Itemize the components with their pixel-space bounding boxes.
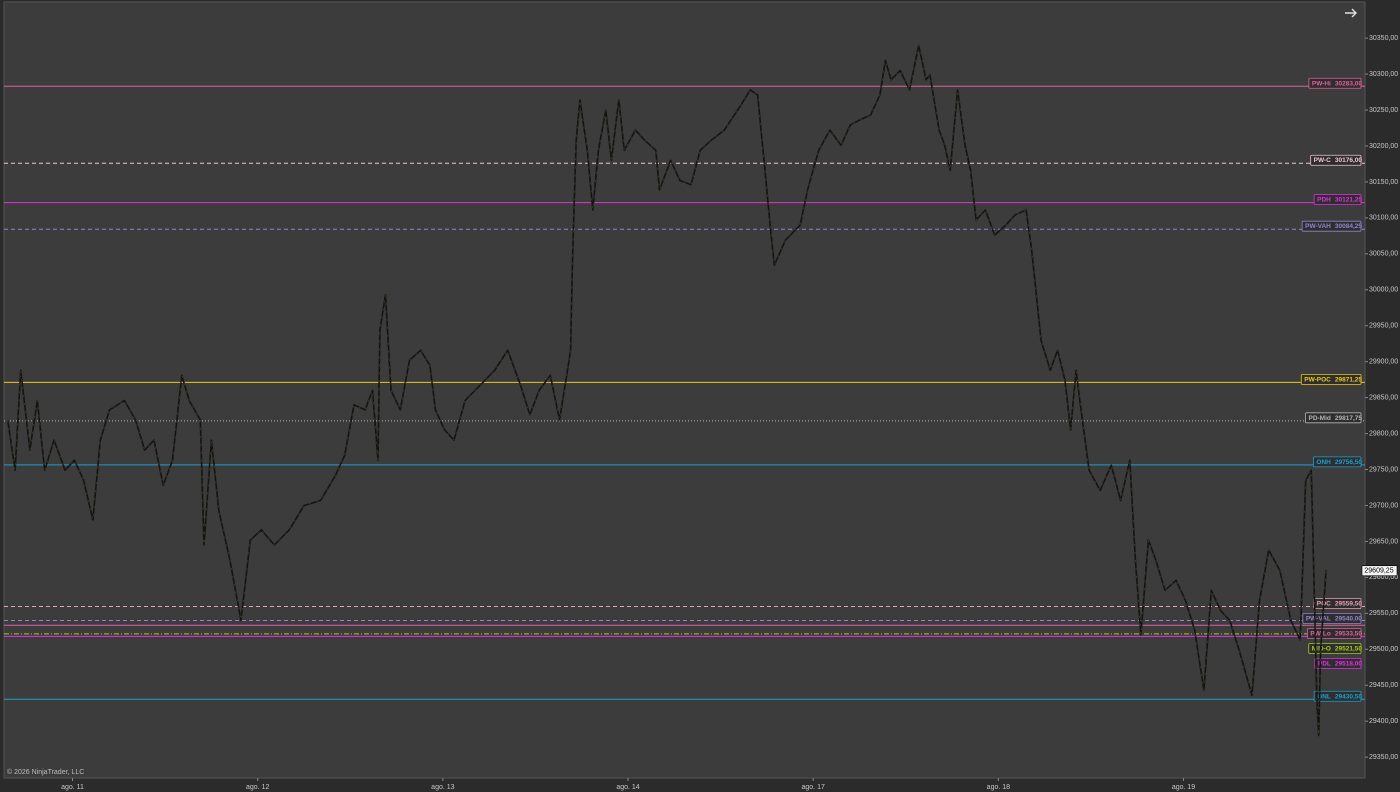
y-tick-label: 29500,00 (1369, 646, 1398, 653)
plot-area (3, 1, 1366, 779)
level-name: PW-Lo (1310, 630, 1330, 637)
level-label: MID-O 29521,50 (1308, 643, 1363, 654)
level-value: 30121,25 (1335, 196, 1362, 203)
level-label: PW-C 30176,00 (1310, 154, 1363, 166)
x-tick-label: ago. 11 (61, 784, 84, 791)
level-label-text: PDH 30121,25 (1317, 196, 1362, 203)
level-value: 29533,50 (1335, 630, 1362, 637)
level-name: PW-VAH (1305, 223, 1331, 230)
level-label: PDL 29518,00 (1314, 658, 1362, 669)
level-label-text: PW-VAH 30084,25 (1305, 223, 1362, 230)
y-tick-label: 29750,00 (1369, 466, 1398, 473)
y-tick-label: 29350,00 (1369, 754, 1398, 761)
x-tick-label: ago. 13 (431, 784, 454, 791)
level-label: PDH 30121,25 (1313, 194, 1362, 205)
level-label: PW-VAH 30084,25 (1301, 220, 1362, 232)
level-label-box (1308, 77, 1362, 89)
x-tick-label: ago. 17 (802, 784, 825, 791)
y-tick-label: 29600,00 (1369, 574, 1398, 581)
level-name: PD-Mid (1308, 415, 1330, 422)
level-value: 29817,75 (1335, 415, 1362, 422)
level-value: 29518,00 (1335, 660, 1362, 667)
x-tick-label: ago. 19 (1172, 784, 1195, 791)
x-tick-label: ago. 18 (987, 784, 1010, 791)
y-tick-label: 30200,00 (1369, 143, 1398, 150)
arrow-icon[interactable] (1345, 8, 1357, 18)
y-tick-label: 29550,00 (1369, 610, 1398, 617)
y-tick-label: 30050,00 (1369, 251, 1398, 258)
y-tick-label: 29900,00 (1369, 359, 1398, 366)
y-tick-label: 29800,00 (1369, 430, 1398, 437)
level-name: PW-VAL (1306, 615, 1331, 622)
level-value: 30283,00 (1335, 80, 1362, 87)
last-price-label: 29609,25 (1364, 568, 1393, 575)
level-value: 30176,00 (1335, 157, 1362, 164)
level-label: PD-Mid 29817,75 (1305, 412, 1362, 424)
y-tick-label: 29700,00 (1369, 502, 1398, 509)
level-name: PDH (1317, 196, 1331, 203)
level-label: ONL 29430,50 (1313, 690, 1362, 702)
level-value: 29559,50 (1335, 600, 1362, 607)
price-line-highlight (7, 45, 1327, 736)
x-tick-label: ago. 14 (616, 784, 639, 791)
level-name: PW-C (1314, 157, 1332, 164)
level-label: ONH 29756,50 (1313, 456, 1362, 468)
level-label-text: PW-Lo 29533,50 (1310, 630, 1362, 637)
level-label: PW-POC 29871,25 (1300, 373, 1362, 385)
last-price-box (1361, 565, 1398, 577)
y-tick-label: 30000,00 (1369, 287, 1398, 294)
y-tick-label: 29650,00 (1369, 538, 1398, 545)
y-tick-label: 30150,00 (1369, 179, 1398, 186)
level-label-box (1305, 412, 1362, 424)
y-tick-label: 29450,00 (1369, 682, 1398, 689)
level-label-text: PW-POC 29871,25 (1304, 376, 1362, 383)
level-label-box (1310, 154, 1362, 166)
level-label-box (1314, 658, 1362, 669)
level-value: 30084,25 (1335, 223, 1362, 230)
level-label: PW-Hi 30283,00 (1308, 77, 1363, 89)
level-name: PDL (1318, 660, 1331, 667)
y-tick-label: 29850,00 (1369, 394, 1398, 401)
level-label-box (1308, 643, 1362, 654)
level-name: PW-POC (1304, 376, 1331, 383)
level-value: 29756,50 (1335, 459, 1362, 466)
level-label-text: ONL 29430,50 (1317, 693, 1362, 700)
level-label-text: PD-Mid 29817,75 (1308, 415, 1362, 422)
level-name: PW-Hi (1312, 80, 1331, 87)
level-label-text: MID-O 29521,50 (1312, 645, 1363, 652)
level-label-text: ONH 29756,50 (1316, 459, 1362, 466)
x-tick-label: ago. 12 (246, 784, 269, 791)
level-label-box (1313, 456, 1362, 468)
level-value: 29540,00 (1335, 615, 1362, 622)
level-label-box (1300, 373, 1362, 385)
level-label-text: PW-Hi 30283,00 (1312, 80, 1363, 87)
level-name: ONL (1317, 693, 1331, 700)
y-tick-label: 30300,00 (1369, 71, 1398, 78)
level-label-text: PW-VAL 29540,00 (1306, 615, 1363, 622)
level-label-text: PDL 29518,00 (1318, 660, 1362, 667)
level-label-text: PW-C 30176,00 (1314, 157, 1363, 164)
y-tick-label: 30350,00 (1369, 35, 1398, 42)
y-tick-label: 30250,00 (1369, 107, 1398, 114)
level-value: 29871,25 (1335, 376, 1362, 383)
level-label: POC 29559,50 (1313, 598, 1362, 609)
level-value: 29430,50 (1335, 693, 1362, 700)
level-label-box (1302, 613, 1362, 624)
y-tick-label: 29950,00 (1369, 323, 1398, 330)
level-label-box (1313, 194, 1362, 205)
level-label: PW-VAL 29540,00 (1302, 613, 1363, 624)
y-tick-label: 30100,00 (1369, 215, 1398, 222)
copyright: © 2026 NinjaTrader, LLC (7, 768, 84, 776)
y-tick-label: 29400,00 (1369, 718, 1398, 725)
level-label-box (1301, 220, 1362, 232)
level-label-box (1313, 690, 1362, 702)
level-value: 29521,50 (1335, 645, 1362, 652)
level-name: ONH (1316, 459, 1331, 466)
